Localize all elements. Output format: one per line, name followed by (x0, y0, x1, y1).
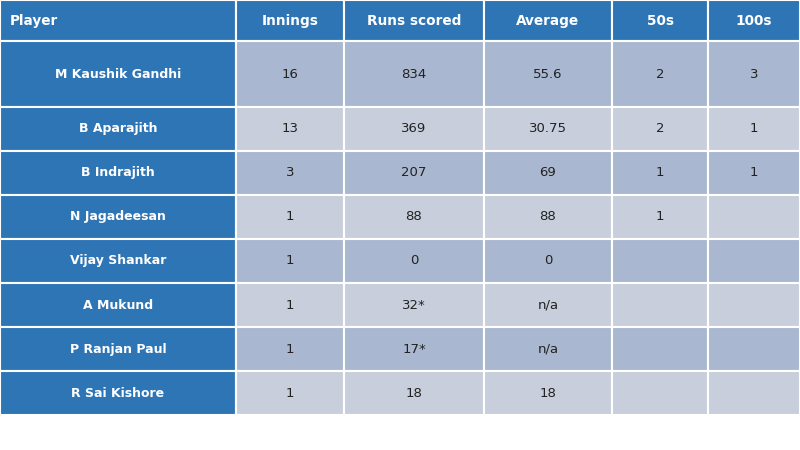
Text: 13: 13 (282, 122, 298, 135)
Text: B Aparajith: B Aparajith (78, 122, 158, 135)
FancyBboxPatch shape (484, 0, 612, 41)
FancyBboxPatch shape (708, 41, 800, 107)
FancyBboxPatch shape (484, 151, 612, 195)
Text: 1: 1 (656, 166, 664, 179)
FancyBboxPatch shape (484, 283, 612, 327)
Text: M Kaushik Gandhi: M Kaushik Gandhi (55, 68, 181, 81)
Text: Runs scored: Runs scored (367, 14, 461, 28)
FancyBboxPatch shape (236, 239, 344, 283)
Text: 1: 1 (656, 211, 664, 223)
Text: Player: Player (10, 14, 58, 28)
Text: 50s: 50s (646, 14, 674, 28)
FancyBboxPatch shape (484, 327, 612, 371)
FancyBboxPatch shape (344, 151, 484, 195)
FancyBboxPatch shape (612, 283, 708, 327)
Text: Innings: Innings (262, 14, 318, 28)
Text: 100s: 100s (736, 14, 772, 28)
FancyBboxPatch shape (612, 239, 708, 283)
FancyBboxPatch shape (236, 107, 344, 151)
Text: B Indrajith: B Indrajith (81, 166, 155, 179)
FancyBboxPatch shape (0, 195, 236, 239)
FancyBboxPatch shape (236, 371, 344, 415)
Text: R Sai Kishore: R Sai Kishore (71, 387, 165, 400)
Text: 17*: 17* (402, 343, 426, 356)
Text: 1: 1 (286, 343, 294, 356)
Text: 3: 3 (286, 166, 294, 179)
FancyBboxPatch shape (236, 151, 344, 195)
Text: n/a: n/a (538, 343, 558, 356)
FancyBboxPatch shape (344, 283, 484, 327)
Text: P Ranjan Paul: P Ranjan Paul (70, 343, 166, 356)
Text: 1: 1 (750, 166, 758, 179)
FancyBboxPatch shape (344, 0, 484, 41)
FancyBboxPatch shape (612, 107, 708, 151)
Text: 18: 18 (406, 387, 422, 400)
FancyBboxPatch shape (0, 327, 236, 371)
Text: A Mukund: A Mukund (83, 299, 153, 311)
Text: 88: 88 (540, 211, 556, 223)
FancyBboxPatch shape (0, 239, 236, 283)
FancyBboxPatch shape (344, 195, 484, 239)
FancyBboxPatch shape (0, 0, 236, 41)
FancyBboxPatch shape (236, 283, 344, 327)
FancyBboxPatch shape (484, 195, 612, 239)
Text: 369: 369 (402, 122, 426, 135)
Text: 16: 16 (282, 68, 298, 81)
Text: 3: 3 (750, 68, 758, 81)
FancyBboxPatch shape (344, 239, 484, 283)
FancyBboxPatch shape (236, 327, 344, 371)
FancyBboxPatch shape (0, 107, 236, 151)
Text: 0: 0 (544, 255, 552, 267)
Text: Vijay Shankar: Vijay Shankar (70, 255, 166, 267)
Text: 207: 207 (402, 166, 426, 179)
Text: 69: 69 (540, 166, 556, 179)
FancyBboxPatch shape (612, 151, 708, 195)
Text: 2: 2 (656, 68, 664, 81)
FancyBboxPatch shape (0, 151, 236, 195)
FancyBboxPatch shape (0, 41, 236, 107)
Text: 88: 88 (406, 211, 422, 223)
FancyBboxPatch shape (708, 107, 800, 151)
FancyBboxPatch shape (708, 239, 800, 283)
Text: 1: 1 (286, 299, 294, 311)
FancyBboxPatch shape (612, 0, 708, 41)
FancyBboxPatch shape (612, 371, 708, 415)
Text: Average: Average (517, 14, 579, 28)
Text: 32*: 32* (402, 299, 426, 311)
FancyBboxPatch shape (484, 371, 612, 415)
FancyBboxPatch shape (612, 195, 708, 239)
Text: 1: 1 (750, 122, 758, 135)
FancyBboxPatch shape (484, 41, 612, 107)
Text: 0: 0 (410, 255, 418, 267)
Text: 1: 1 (286, 255, 294, 267)
FancyBboxPatch shape (236, 195, 344, 239)
FancyBboxPatch shape (0, 371, 236, 415)
FancyBboxPatch shape (236, 41, 344, 107)
FancyBboxPatch shape (0, 283, 236, 327)
Text: 18: 18 (539, 387, 557, 400)
FancyBboxPatch shape (708, 283, 800, 327)
Text: 2: 2 (656, 122, 664, 135)
FancyBboxPatch shape (344, 371, 484, 415)
FancyBboxPatch shape (344, 41, 484, 107)
FancyBboxPatch shape (708, 0, 800, 41)
FancyBboxPatch shape (612, 41, 708, 107)
Text: 55.6: 55.6 (534, 68, 562, 81)
FancyBboxPatch shape (708, 151, 800, 195)
Text: 30.75: 30.75 (529, 122, 567, 135)
FancyBboxPatch shape (708, 371, 800, 415)
FancyBboxPatch shape (484, 107, 612, 151)
FancyBboxPatch shape (344, 327, 484, 371)
Text: 1: 1 (286, 211, 294, 223)
FancyBboxPatch shape (236, 0, 344, 41)
FancyBboxPatch shape (708, 195, 800, 239)
Text: 834: 834 (402, 68, 426, 81)
Text: 1: 1 (286, 387, 294, 400)
Text: N Jagadeesan: N Jagadeesan (70, 211, 166, 223)
FancyBboxPatch shape (344, 107, 484, 151)
FancyBboxPatch shape (708, 327, 800, 371)
FancyBboxPatch shape (612, 327, 708, 371)
FancyBboxPatch shape (484, 239, 612, 283)
Text: n/a: n/a (538, 299, 558, 311)
